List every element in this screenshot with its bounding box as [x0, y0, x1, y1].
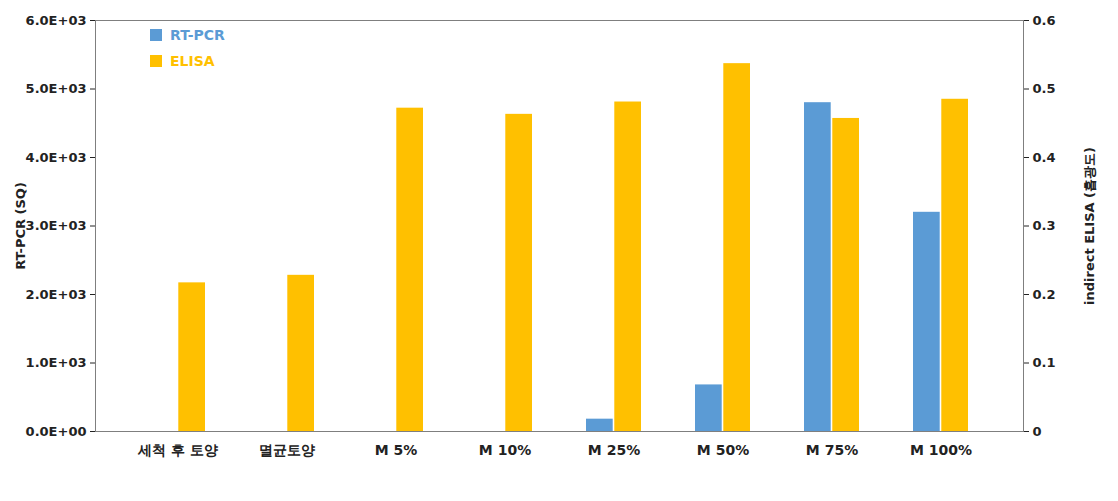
svg-text:M 50%: M 50% [697, 442, 749, 458]
svg-text:indirect ELISA (흡광도): indirect ELISA (흡광도) [1082, 147, 1097, 305]
svg-text:0.2: 0.2 [1033, 287, 1056, 302]
svg-text:M 10%: M 10% [479, 442, 531, 458]
svg-text:0: 0 [1033, 424, 1042, 439]
svg-text:4.0E+03: 4.0E+03 [26, 150, 87, 165]
svg-text:5.0E+03: 5.0E+03 [26, 81, 87, 96]
svg-text:M 75%: M 75% [806, 442, 858, 458]
svg-text:6.0E+03: 6.0E+03 [26, 13, 87, 28]
svg-text:0.0E+00: 0.0E+00 [26, 424, 87, 439]
svg-text:세척 후 토양: 세척 후 토양 [137, 442, 218, 458]
svg-text:0.3: 0.3 [1033, 218, 1056, 233]
html-text:ELISA: ELISA [170, 53, 215, 69]
svg-text:RT-PCR (SQ): RT-PCR (SQ) [13, 182, 28, 270]
svg-text:2.0E+03: 2.0E+03 [26, 287, 87, 302]
svg-text:0.4: 0.4 [1033, 150, 1056, 165]
svg-text:0.5: 0.5 [1033, 81, 1056, 96]
svg-text:M 5%: M 5% [375, 442, 418, 458]
html-text:RT-PCR: RT-PCR [170, 27, 225, 43]
svg-text:1.0E+03: 1.0E+03 [26, 355, 87, 370]
svg-text:M 100%: M 100% [910, 442, 972, 458]
svg-text:0.1: 0.1 [1033, 355, 1056, 370]
svg-text:멸균토양: 멸균토양 [259, 442, 315, 458]
svg-text:3.0E+03: 3.0E+03 [26, 218, 87, 233]
svg-text:0.6: 0.6 [1033, 13, 1056, 28]
svg-text:M 25%: M 25% [588, 442, 640, 458]
